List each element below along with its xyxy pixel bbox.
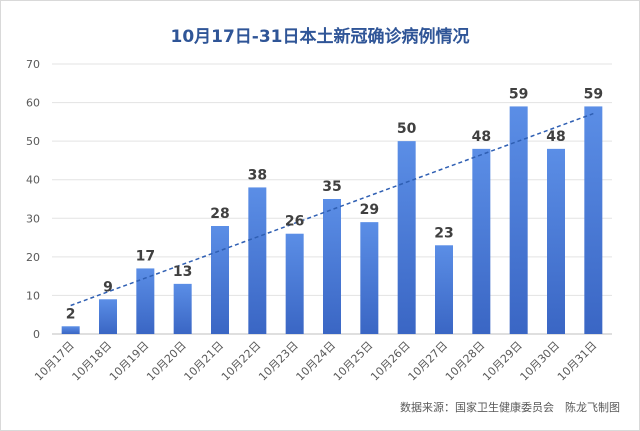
data-label: 50 (397, 121, 417, 137)
data-label: 35 (322, 179, 341, 195)
x-tick-label: 10月19日 (107, 339, 152, 384)
bar (99, 299, 117, 334)
x-tick-label: 10月25日 (331, 339, 376, 384)
data-label: 48 (472, 129, 491, 145)
y-tick-label: 70 (26, 58, 40, 71)
x-tick-label: 10月17日 (32, 339, 77, 384)
y-tick-label: 60 (26, 97, 40, 110)
x-tick-label: 10月22日 (219, 339, 264, 384)
data-label: 2 (66, 306, 76, 322)
y-tick-label: 30 (26, 212, 40, 225)
bar (509, 106, 528, 334)
x-tick-label: 10月20日 (144, 339, 189, 384)
bar (397, 141, 416, 334)
trendline (70, 112, 594, 307)
data-label: 26 (285, 214, 304, 230)
data-label: 9 (103, 279, 113, 295)
data-label: 59 (584, 86, 603, 102)
x-tick-label: 10月29日 (480, 339, 525, 384)
x-tick-label: 10月21日 (182, 339, 227, 384)
x-tick-label: 10月28日 (443, 339, 488, 384)
y-tick-label: 40 (26, 174, 40, 187)
y-tick-label: 10 (26, 289, 40, 302)
bar (584, 106, 603, 334)
y-tick-label: 20 (26, 251, 40, 264)
data-label: 23 (434, 225, 453, 241)
bar (435, 245, 453, 334)
x-tick-label: 10月26日 (368, 339, 413, 384)
data-label: 48 (546, 129, 565, 145)
bar (323, 199, 341, 334)
x-tick-label: 10月31日 (555, 339, 600, 384)
bar (547, 148, 565, 334)
data-label: 38 (248, 167, 267, 183)
bar (61, 326, 80, 334)
x-tick-label: 10月24日 (294, 339, 339, 384)
y-tick-label: 0 (33, 328, 40, 341)
chart-title: 10月17日-31日本土新冠确诊病例情况 (170, 27, 470, 47)
data-label: 59 (509, 86, 528, 102)
data-label: 28 (210, 206, 229, 222)
bar (136, 268, 155, 334)
data-label: 29 (360, 202, 379, 218)
data-source-note: 数据来源：国家卫生健康委员会 陈龙飞制图 (400, 401, 620, 414)
bar (472, 148, 491, 334)
x-tick-label: 10月30日 (518, 339, 563, 384)
x-tick-label: 10月23日 (256, 339, 301, 384)
bar (360, 222, 379, 334)
x-tick-label: 10月27日 (406, 339, 451, 384)
bar (285, 233, 304, 334)
data-label: 17 (136, 248, 155, 264)
bar (248, 187, 267, 334)
x-tick-label: 10月18日 (70, 339, 115, 384)
data-label: 13 (173, 264, 192, 280)
bar (211, 226, 229, 334)
y-tick-label: 50 (26, 135, 40, 148)
bar (173, 283, 192, 334)
